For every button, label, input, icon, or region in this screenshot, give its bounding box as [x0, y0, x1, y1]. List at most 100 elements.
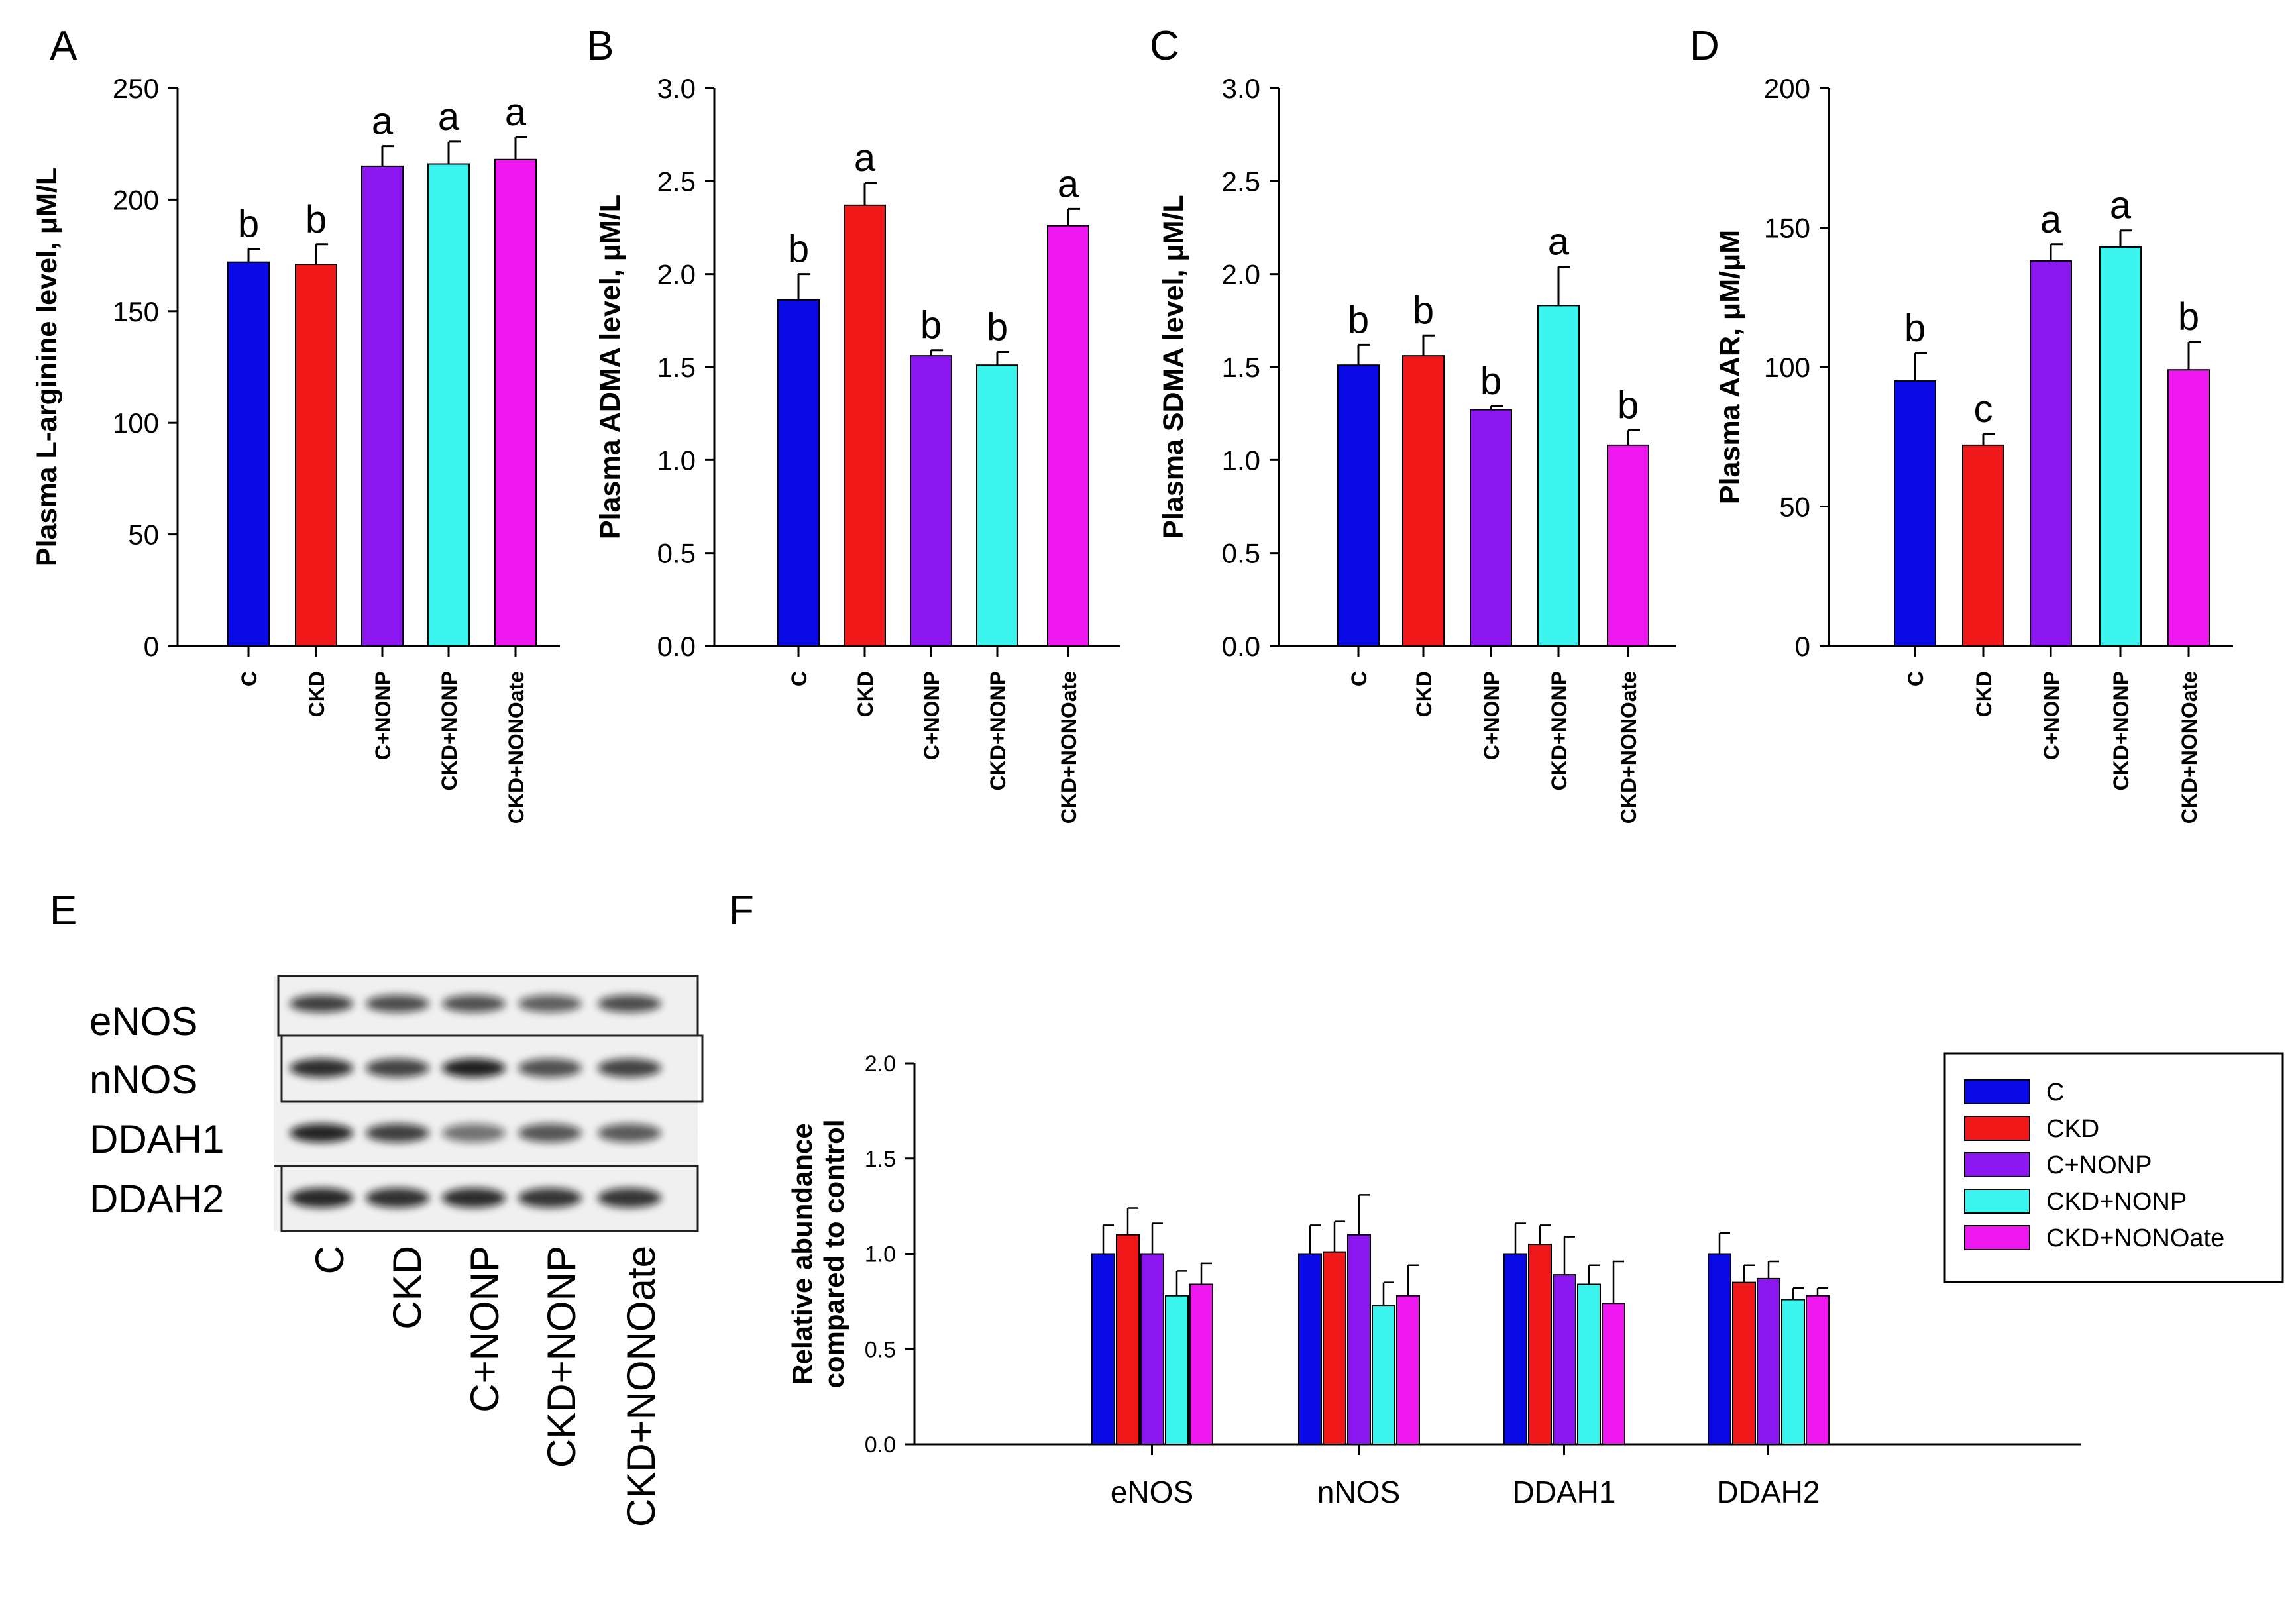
- y-tick-label: 0.0: [1222, 631, 1260, 662]
- legend-label: CKD: [2046, 1115, 2099, 1143]
- blot-band: [290, 1124, 353, 1142]
- bar-nnos-ckd: [1323, 1251, 1346, 1445]
- legend: C CKD C+NONP CKD+NONP CKD+NONOate: [1943, 1052, 2284, 1283]
- panel-label-d: D: [1690, 23, 1720, 69]
- chart-panel-d: 0 50 100 150 200 Plasma AAR, μM/μM Cb CKD c C+NON…: [1714, 73, 2233, 824]
- significance-letter: b: [2178, 295, 2199, 339]
- y-tick-label: 50: [1779, 492, 1810, 523]
- blot-band: [366, 1059, 429, 1077]
- blot-band: [442, 1124, 506, 1142]
- bar-nnos-ckd-nonp: [1372, 1305, 1395, 1445]
- x-tick-label: CKD+NONP: [437, 671, 461, 790]
- bar-nnos-c: [1298, 1253, 1322, 1445]
- bar-c: [777, 299, 820, 647]
- western-blot: eNOS nNOS DDAH1 DDAH2 C CKD C+NONP CKD+NONP…: [89, 975, 704, 1527]
- y-tick-label: 1.5: [657, 352, 696, 383]
- bar-nnos-ckd-nonoate: [1396, 1295, 1420, 1445]
- legend-swatch: [1964, 1225, 2030, 1250]
- x-tick-label: CKD: [305, 671, 329, 717]
- bar-ddah1-ckd: [1528, 1244, 1552, 1445]
- x-tick-label: CKD+NONOate: [2177, 671, 2201, 824]
- bar-ddah1-ckd-nonoate: [1602, 1303, 1625, 1445]
- blot-band: [598, 1124, 661, 1142]
- bar-ckd-nonp: [1537, 305, 1580, 647]
- panel-label-f: F: [729, 888, 754, 934]
- bar-ckd-nonoate: [2167, 369, 2210, 647]
- y-tick-label: 2.0: [865, 1051, 896, 1077]
- bar-ckd: [1962, 444, 2004, 647]
- bar-ddah2-ckd: [1732, 1281, 1756, 1445]
- legend-swatch: [1964, 1152, 2030, 1177]
- y-axis-title: Plasma L-arginine level, μM/L: [31, 168, 63, 566]
- y-tick-label: 1.5: [865, 1147, 896, 1172]
- x-tick-label: C: [237, 671, 261, 686]
- blot-band: [366, 995, 429, 1012]
- y-tick-label: 3.0: [657, 73, 696, 104]
- blot-frame-ddah2: [280, 1165, 699, 1232]
- y-tick-label: 200: [113, 184, 159, 215]
- significance-letter: a: [1548, 220, 1570, 263]
- blot-band: [518, 1188, 582, 1208]
- chart-panel-a: 0 50 100 150 200 250 Plasma L-arginine level, …: [31, 73, 560, 824]
- legend-swatch: [1964, 1116, 2030, 1141]
- x-tick-label: C: [1904, 671, 1928, 686]
- y-tick-label: 2.5: [1222, 166, 1260, 197]
- bar-c-nonp: [910, 355, 952, 647]
- blot-lane-label: C+NONP: [463, 1246, 507, 1413]
- x-tick-label: DDAH1: [1513, 1475, 1616, 1509]
- significance-letter: b: [238, 202, 259, 245]
- bar-ckd-nonoate: [1607, 444, 1649, 647]
- blot-lane-label: CKD+NONOate: [619, 1246, 663, 1527]
- y-tick-label: 3.0: [1222, 73, 1260, 104]
- significance-letter: a: [438, 95, 460, 138]
- blot-lane-label: CKD: [385, 1246, 429, 1330]
- bar-enos-c: [1091, 1253, 1115, 1445]
- y-axis-title: Plasma AAR, μM/μM: [1714, 230, 1746, 504]
- blot-label-ddah2: DDAH2: [89, 1177, 224, 1221]
- y-tick-label: 250: [113, 73, 159, 104]
- bar-c: [227, 261, 270, 647]
- y-tick-label: 150: [1764, 213, 1810, 244]
- significance-letter: b: [1413, 289, 1434, 332]
- significance-letter: b: [788, 228, 809, 271]
- bar-enos-ckd-nonoate: [1189, 1283, 1213, 1445]
- bar-ddah2-c-nonp: [1757, 1277, 1780, 1445]
- y-tick-label: 0.5: [1222, 538, 1260, 569]
- y-axis-title-line-2: compared to control: [818, 1119, 849, 1388]
- bar-ckd: [1402, 355, 1445, 647]
- bar-c-nonp: [2030, 260, 2072, 647]
- blot-band: [598, 995, 661, 1012]
- blot-band: [518, 1059, 582, 1077]
- blot-band: [442, 995, 506, 1012]
- blot-band: [290, 1059, 353, 1077]
- y-tick-label: 2.0: [657, 259, 696, 290]
- blot-band: [518, 995, 582, 1012]
- x-tick-label: CKD+NONOate: [1057, 671, 1081, 824]
- blot-band: [518, 1124, 582, 1142]
- y-tick-label: 100: [113, 407, 159, 439]
- x-tick-label: CKD: [853, 671, 877, 717]
- bar-c: [1894, 380, 1936, 647]
- blot-band: [290, 1188, 353, 1208]
- x-tick-label: nNOS: [1317, 1475, 1400, 1509]
- y-tick-label: 100: [1764, 352, 1810, 383]
- legend-label: CKD+NONOate: [2046, 1224, 2224, 1252]
- significance-letter: b: [305, 198, 327, 241]
- bar-ckd: [844, 204, 886, 647]
- legend-label: C+NONP: [2046, 1151, 2152, 1179]
- bar-ckd-nonp: [976, 364, 1018, 647]
- bar-ckd-nonp: [427, 163, 470, 647]
- bar-ddah1-ckd-nonp: [1577, 1283, 1601, 1445]
- bar-ddah2-ckd-nonoate: [1806, 1295, 1830, 1445]
- bar-nnos-c-nonp: [1347, 1234, 1371, 1445]
- x-tick-label: C+NONP: [1480, 671, 1503, 760]
- y-tick-label: 200: [1764, 73, 1810, 104]
- blot-lane-label: CKD+NONP: [539, 1246, 584, 1468]
- significance-letter: b: [987, 306, 1008, 349]
- blot-band: [442, 1188, 506, 1208]
- blot-band: [366, 1188, 429, 1208]
- bar-ddah1-c-nonp: [1553, 1274, 1576, 1445]
- legend-label: CKD+NONP: [2046, 1188, 2187, 1216]
- bar-enos-ckd: [1116, 1234, 1140, 1445]
